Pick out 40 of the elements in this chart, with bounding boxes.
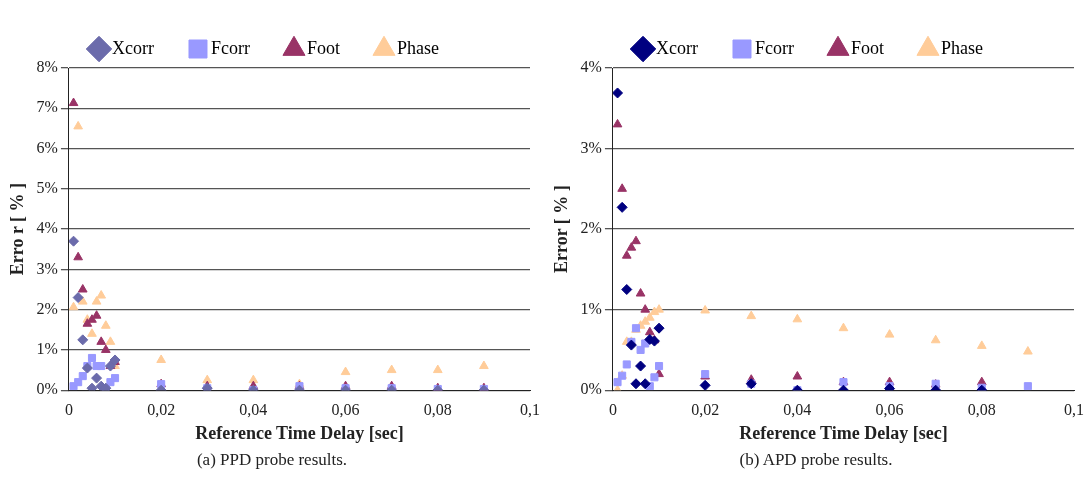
x-tick-label: 0: [608, 401, 617, 418]
y-tick-label: 2%: [580, 219, 602, 237]
y-tick-label: 8%: [36, 58, 58, 76]
x-tick-label: 0,1: [1064, 401, 1084, 418]
y-tick-label: 0%: [36, 380, 58, 398]
legend-label: Foot: [306, 37, 340, 58]
x-tick-label: 0,02: [147, 401, 176, 418]
x-axis-title: Reference Time Delay [sec]: [195, 422, 404, 443]
y-axis-title: Error [ % ]: [551, 185, 572, 274]
y-tick-label: 1%: [580, 299, 602, 317]
y-tick-label: 0%: [580, 380, 602, 398]
y-axis-title: Erro r [ % ]: [7, 182, 28, 276]
x-tick-label: 0,08: [423, 401, 452, 418]
legend-label: Phase: [396, 37, 439, 58]
x-tick-label: 0,06: [875, 401, 904, 418]
y-tick-label: 1%: [36, 340, 58, 358]
x-tick-label: 0,04: [239, 401, 268, 418]
y-tick-label: 4%: [36, 219, 58, 237]
x-tick-label: 0,02: [691, 401, 720, 418]
y-tick-label: 4%: [580, 58, 602, 76]
x-tick-label: 0: [64, 401, 73, 418]
legend-label: Phase: [940, 37, 983, 58]
y-tick-label: 3%: [580, 138, 602, 156]
x-tick-label: 0,08: [967, 401, 996, 418]
y-tick-label: 3%: [36, 259, 58, 277]
legend-label: Fcorr: [210, 37, 250, 58]
legend-label: Xcorr: [112, 37, 154, 58]
y-tick-label: 7%: [36, 98, 58, 116]
text: (b) APD probe results.: [738, 450, 894, 470]
x-tick-label: 0,06: [331, 401, 360, 418]
y-tick-label: 2%: [36, 299, 58, 317]
legend-label: Fcorr: [754, 37, 794, 58]
legend-label: Xcorr: [656, 37, 698, 58]
text: (a) PPD probe results.: [195, 450, 349, 470]
x-tick-label: 0,1: [520, 401, 540, 418]
x-tick-label: 0,04: [783, 401, 812, 418]
y-tick-label: 6%: [36, 138, 58, 156]
x-axis-title: Reference Time Delay [sec]: [739, 422, 948, 443]
y-tick-label: 5%: [36, 179, 58, 197]
legend-label: Foot: [850, 37, 884, 58]
